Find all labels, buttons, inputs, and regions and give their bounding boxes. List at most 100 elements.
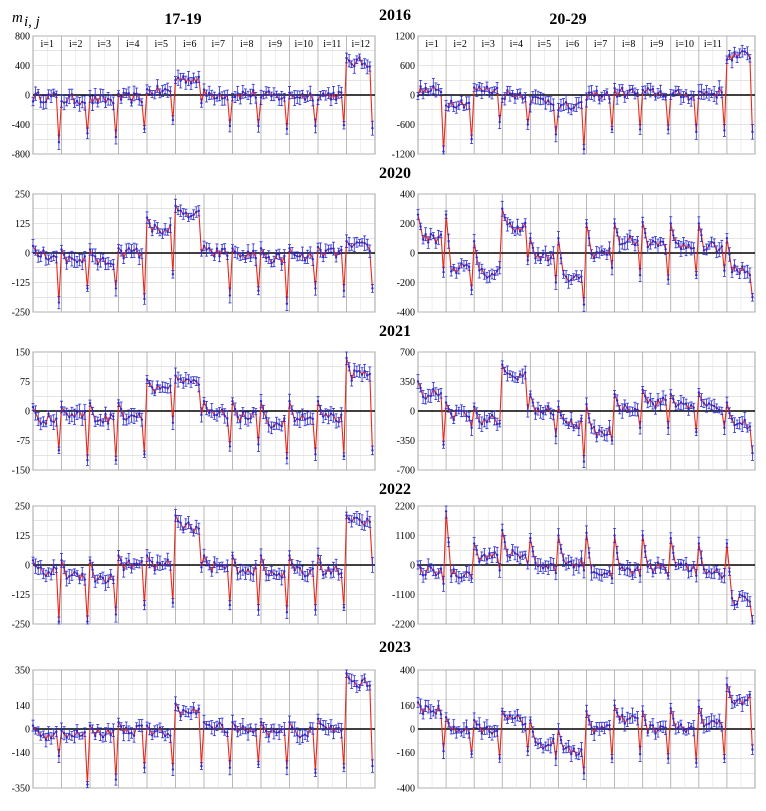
data-point [218,721,221,725]
data-point [34,564,37,568]
data-point [176,378,180,381]
data-point [554,281,558,284]
month-label: i=8 [240,39,253,50]
data-point [75,260,79,264]
y-tick-label: 140 [15,701,30,712]
data-point [148,559,151,562]
data-point [644,395,647,398]
data-point [321,573,325,577]
data-point [697,222,701,225]
data-point [60,559,63,562]
data-point [457,267,461,270]
data-point [288,399,291,403]
data-point [715,96,718,99]
data-point [741,49,744,53]
data-point [449,99,453,103]
data-point [329,412,333,415]
y-tick-label: 0 [25,561,30,572]
data-point [327,248,330,251]
data-point [439,567,443,570]
y-tick-label: 1100 [395,531,415,542]
data-point [342,289,346,292]
data-point [332,247,335,250]
data-point [163,386,167,389]
data-point [342,455,346,458]
data-point [498,266,501,269]
data-point [347,517,351,521]
data-point [549,256,552,260]
data-point [49,573,53,576]
data-point [495,423,499,426]
data-point [311,99,315,102]
data-point [358,241,361,244]
data-point [419,85,422,88]
data-point [153,93,156,96]
data-point [187,711,190,715]
data-point [718,87,721,90]
data-point [91,568,94,571]
data-point [241,410,245,414]
data-point [215,564,219,567]
data-point [70,93,74,96]
data-point [360,373,364,376]
data-point [531,401,535,404]
data-point [661,240,665,244]
data-point [590,427,593,430]
data-point [223,414,226,418]
data-point [743,50,746,53]
data-point [707,570,711,573]
data-point [524,221,527,225]
data-point [114,135,118,139]
data-point [654,95,657,98]
data-point [239,420,242,424]
data-point [236,252,239,255]
data-point [329,572,333,575]
data-point [544,409,547,412]
data-point [267,423,270,427]
data-point [130,414,133,417]
y-tick-label: 150 [15,348,30,359]
data-point [285,302,289,305]
data-point [598,98,601,102]
series-points [31,669,374,789]
data-point [511,375,514,378]
data-point [506,554,509,557]
data-point [705,572,708,575]
y-tick-label: 0 [25,725,30,736]
data-point [226,417,229,420]
data-point [86,620,89,623]
data-point [47,258,50,261]
data-point [347,365,351,368]
data-point [712,404,716,408]
month-label: i=7 [594,39,607,50]
data-point [506,89,509,92]
data-point [748,425,752,428]
data-point [493,273,496,277]
data-point [720,91,724,94]
data-point [360,521,364,524]
data-point [582,147,586,151]
data-point [106,262,110,265]
data-point [161,731,164,734]
data-point [751,130,754,134]
data-point [633,568,637,572]
data-point [337,90,340,94]
data-point [432,85,435,88]
year-labels: 2016 2020 2021 2022 2023 [379,7,411,656]
data-point [135,724,138,728]
data-point [470,577,473,580]
data-point [529,103,532,106]
series-points [31,351,374,466]
data-point [498,120,501,124]
data-point [516,93,519,96]
data-point [112,102,115,105]
data-point [52,566,55,569]
data-point [730,596,734,600]
data-point [296,565,299,568]
data-point [582,460,586,463]
data-point [39,734,42,738]
data-point [580,557,583,560]
data-point [421,92,425,95]
data-point [220,723,224,727]
data-point [447,407,450,411]
